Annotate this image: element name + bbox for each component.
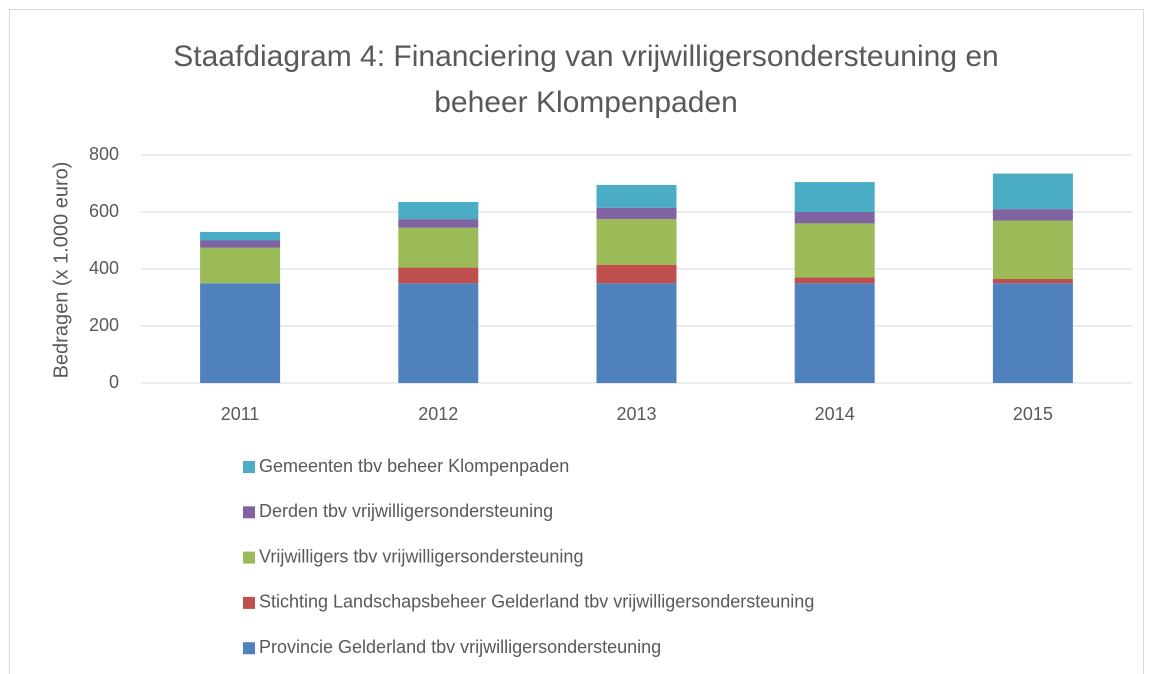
bar-segment bbox=[200, 247, 281, 284]
x-tick-label: 2014 bbox=[815, 404, 855, 424]
bar-segment bbox=[794, 283, 875, 383]
bar-segment bbox=[398, 227, 479, 268]
legend-label: Stichting Landschapsbeheer Gelderland tb… bbox=[259, 592, 814, 612]
y-axis-label: Bedragen (x 1.000 euro) bbox=[50, 162, 72, 379]
bar-segment bbox=[794, 277, 875, 284]
y-tick-label: 0 bbox=[109, 372, 119, 392]
y-tick-label: 200 bbox=[89, 315, 119, 335]
bar-segment bbox=[398, 219, 479, 228]
bar-segment bbox=[200, 283, 281, 383]
bar-segment bbox=[794, 223, 875, 278]
chart-border bbox=[9, 9, 1144, 674]
legend-label: Provincie Gelderland tbv vrijwilligerson… bbox=[259, 637, 661, 657]
bar-segment bbox=[398, 283, 479, 383]
bar-segment bbox=[992, 220, 1073, 279]
bar-segment bbox=[200, 231, 281, 241]
legend-swatch bbox=[243, 461, 255, 473]
bar-segment bbox=[596, 207, 677, 220]
bar-segment bbox=[992, 278, 1073, 284]
bar-segment bbox=[992, 209, 1073, 221]
x-tick-label: 2012 bbox=[418, 404, 458, 424]
bar-segment bbox=[596, 219, 677, 265]
legend-swatch bbox=[243, 506, 255, 519]
y-tick-label: 400 bbox=[89, 258, 119, 278]
legend-label: Gemeenten tbv beheer Klompenpaden bbox=[259, 456, 569, 476]
bar-segment bbox=[398, 202, 479, 220]
bar-segment bbox=[596, 283, 677, 383]
bar-segment bbox=[596, 184, 677, 208]
y-tick-label: 800 bbox=[89, 144, 119, 164]
legend-swatch bbox=[243, 642, 255, 655]
y-tick-label: 600 bbox=[89, 201, 119, 221]
bar-segment bbox=[992, 283, 1073, 383]
x-tick-label: 2013 bbox=[616, 404, 656, 424]
x-tick-label: 2015 bbox=[1013, 404, 1053, 424]
legend-swatch bbox=[243, 551, 255, 564]
legend-swatch bbox=[243, 596, 255, 609]
bar-segment bbox=[794, 212, 875, 224]
chart-title: Staafdiagram 4: Financiering van vrijwil… bbox=[173, 40, 999, 119]
bar-segment bbox=[398, 267, 479, 284]
bar-segment bbox=[992, 173, 1073, 210]
bar-segment bbox=[596, 264, 677, 284]
legend-label: Derden tbv vrijwilligersondersteuning bbox=[259, 501, 553, 521]
bar-segment bbox=[794, 182, 875, 212]
legend-label: Vrijwilligers tbv vrijwilligersondersteu… bbox=[259, 546, 583, 566]
x-tick-label: 2011 bbox=[221, 404, 260, 424]
bar-segment bbox=[200, 240, 281, 248]
